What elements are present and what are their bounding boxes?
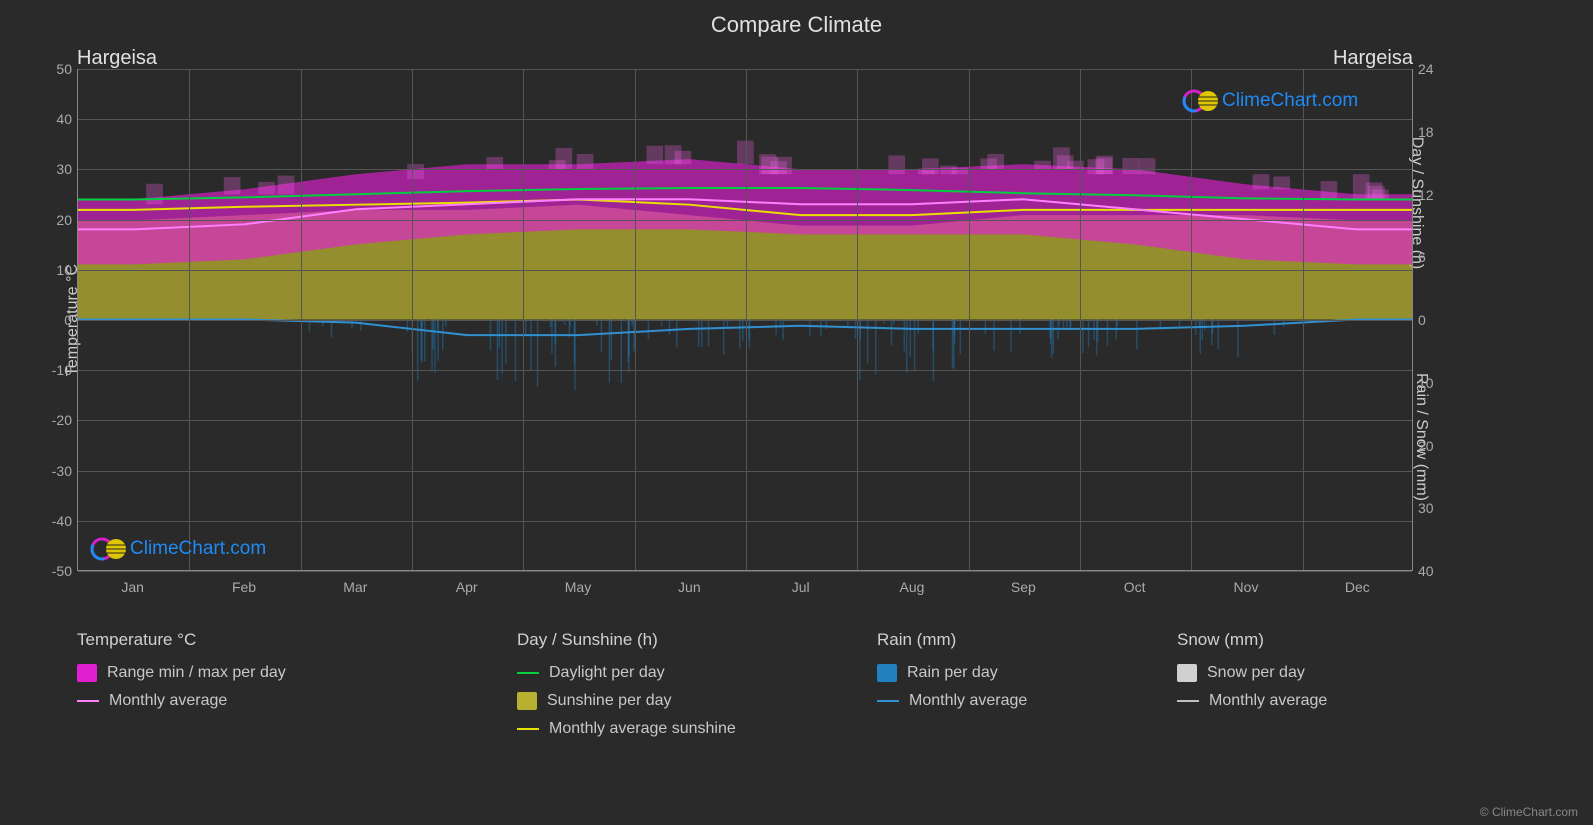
legend-column: Snow (mm) Snow per day Monthly average — [1177, 630, 1327, 720]
legend-item: Monthly average sunshine — [517, 720, 736, 738]
y-tick-left: 10 — [37, 262, 72, 278]
y-tick-left: -40 — [37, 513, 72, 529]
legend-swatch — [77, 664, 97, 682]
x-tick-month: Feb — [232, 579, 256, 595]
x-tick-month: Jul — [792, 579, 810, 595]
watermark-text: ClimeChart.com — [1222, 90, 1358, 112]
legend-label: Rain per day — [907, 664, 998, 682]
legend-item: Sunshine per day — [517, 692, 736, 710]
legend-swatch — [877, 664, 897, 682]
x-tick-month: Oct — [1124, 579, 1146, 595]
location-right-label: Hargeisa — [1333, 47, 1413, 70]
legend-swatch — [1177, 664, 1197, 682]
legend-label: Daylight per day — [549, 664, 665, 682]
x-tick-month: Nov — [1234, 579, 1259, 595]
y-tick-left: 20 — [37, 212, 72, 228]
legend-swatch — [517, 692, 537, 710]
legend-column-title: Day / Sunshine (h) — [517, 630, 736, 650]
legend-label: Monthly average — [1209, 692, 1327, 710]
legend-item: Monthly average — [1177, 692, 1327, 710]
x-tick-month: Sep — [1011, 579, 1036, 595]
x-tick-month: Jan — [121, 579, 144, 595]
legend-column: Day / Sunshine (h) Daylight per day Sunshi… — [517, 630, 736, 748]
legend-column-title: Temperature °C — [77, 630, 286, 650]
logo-icon — [1182, 87, 1222, 115]
x-tick-month: Apr — [456, 579, 478, 595]
legend-label: Sunshine per day — [547, 692, 672, 710]
legend-item: Snow per day — [1177, 664, 1327, 682]
y-tick-left: -20 — [37, 412, 72, 428]
y-tick-right: 18 — [1418, 124, 1448, 140]
y-tick-right: 30 — [1418, 500, 1448, 516]
legend-label: Monthly average — [909, 692, 1027, 710]
legend-item: Range min / max per day — [77, 664, 286, 682]
x-tick-month: Mar — [343, 579, 367, 595]
y-tick-right: 10 — [1418, 375, 1448, 391]
y-tick-left: -30 — [37, 463, 72, 479]
y-tick-right: 40 — [1418, 563, 1448, 579]
legend-swatch — [517, 728, 539, 730]
legend-label: Range min / max per day — [107, 664, 286, 682]
location-left-label: Hargeisa — [77, 47, 157, 70]
plot-area — [77, 69, 1413, 571]
legend-label: Monthly average — [109, 692, 227, 710]
watermark: ClimeChart.com — [90, 535, 266, 563]
y-tick-right: 12 — [1418, 187, 1448, 203]
legend-column-title: Rain (mm) — [877, 630, 1027, 650]
legend-swatch — [1177, 700, 1199, 702]
y-tick-left: 50 — [37, 61, 72, 77]
x-tick-month: May — [565, 579, 591, 595]
y-tick-left: 40 — [37, 111, 72, 127]
y-tick-right: 20 — [1418, 438, 1448, 454]
legend-item: Monthly average — [877, 692, 1027, 710]
x-tick-month: Dec — [1345, 579, 1370, 595]
legend-swatch — [877, 700, 899, 702]
y-tick-left: 0 — [37, 312, 72, 328]
x-tick-month: Jun — [678, 579, 701, 595]
legend-column: Rain (mm) Rain per day Monthly average — [877, 630, 1027, 720]
legend-swatch — [77, 700, 99, 702]
y-tick-left: -50 — [37, 563, 72, 579]
y-tick-right: 24 — [1418, 61, 1448, 77]
y-tick-left: -10 — [37, 362, 72, 378]
y-tick-right: 0 — [1418, 312, 1448, 328]
legend-item: Rain per day — [877, 664, 1027, 682]
chart-container: Hargeisa Hargeisa Temperature °C Day / S… — [77, 55, 1413, 585]
legend-label: Monthly average sunshine — [549, 720, 736, 738]
x-tick-month: Aug — [900, 579, 925, 595]
watermark: ClimeChart.com — [1182, 87, 1358, 115]
legend-column-title: Snow (mm) — [1177, 630, 1327, 650]
legend-label: Snow per day — [1207, 664, 1305, 682]
y-tick-left: 30 — [37, 161, 72, 177]
legend-swatch — [517, 672, 539, 674]
legend-item: Monthly average — [77, 692, 286, 710]
chart-title: Compare Climate — [0, 0, 1593, 38]
legend-column: Temperature °C Range min / max per day Mon… — [77, 630, 286, 720]
logo-icon — [90, 535, 130, 563]
legend-item: Daylight per day — [517, 664, 736, 682]
y-tick-right: 6 — [1418, 249, 1448, 265]
watermark-text: ClimeChart.com — [130, 538, 266, 560]
copyright-text: © ClimeChart.com — [1480, 805, 1578, 819]
